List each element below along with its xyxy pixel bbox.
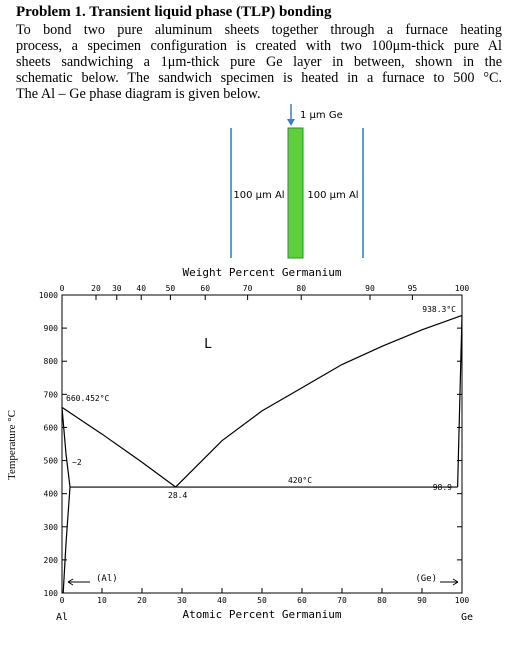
x-axis-label: Atomic Percent Germanium [183, 608, 342, 621]
x-tick-label: 50 [257, 596, 267, 605]
phase-boundary [175, 314, 463, 488]
y-tick-label: 700 [44, 390, 59, 399]
arrow-head [287, 119, 295, 126]
x2-tick-label: 95 [408, 284, 418, 293]
annotation: 98.9 [433, 483, 452, 492]
text-line: The Al – Ge phase diagram is given below… [16, 86, 261, 102]
arrow [440, 578, 459, 586]
y-tick-label: 1000 [39, 291, 58, 300]
y-tick-label: 200 [44, 556, 59, 565]
x-tick-label: 100 [455, 596, 470, 605]
x-tick-label: 20 [137, 596, 147, 605]
annotation: 938.3°C [422, 305, 456, 314]
text-line: sheets sandwiching a 1μm-thick pure Ge l… [16, 54, 502, 70]
x2-tick-label: 70 [243, 284, 253, 293]
text-line: process, a specimen configuration is cre… [16, 38, 502, 54]
annotation: 28.4 [168, 491, 187, 500]
ge-layer [287, 127, 304, 259]
x-tick-label: 0 [60, 596, 65, 605]
x-tick-label: 10 [97, 596, 107, 605]
x-tick-label: 90 [417, 596, 427, 605]
x2-tick-label: 50 [166, 284, 176, 293]
x2-tick-label: 90 [365, 284, 375, 293]
x2-tick-label: 80 [296, 284, 306, 293]
x-tick-label: 80 [377, 596, 387, 605]
x2-tick-label: 20 [91, 284, 101, 293]
y-tick-label: 100 [44, 589, 59, 598]
y-tick-label: 600 [44, 423, 59, 432]
x-end-label: Al [56, 612, 68, 623]
phase-boundary [61, 407, 71, 488]
x-end-label: Ge [461, 612, 473, 623]
ge-label: 1 µm Ge [300, 110, 343, 121]
annotation: 660.452°C [66, 394, 110, 403]
annotation: L [204, 337, 212, 352]
problem-body: To bond two pure aluminum sheets togethe… [16, 22, 502, 102]
phase-boundary [61, 406, 176, 488]
text-line: schematic below. The sandwich specimen i… [16, 70, 502, 86]
y-tick-label: 800 [44, 357, 59, 366]
plot-frame [61, 294, 463, 594]
problem-title: Problem 1. Transient liquid phase (TLP) … [16, 4, 332, 20]
annotation: (Al) [96, 574, 118, 584]
x2-tick-label: 100 [455, 284, 470, 293]
phase-boundary [62, 487, 71, 594]
y-axis-label: Temperature °C [6, 410, 18, 480]
annotation: (Ge) [415, 574, 437, 584]
y-tick-label: 900 [44, 324, 59, 333]
al-label: 100 µm Al [233, 190, 284, 201]
x2-tick-label: 60 [200, 284, 210, 293]
x2-tick-label: 0 [60, 284, 65, 293]
annotation: 420°C [288, 476, 312, 485]
x2-tick-label: 40 [136, 284, 146, 293]
arrow [67, 578, 90, 586]
x-tick-label: 30 [177, 596, 187, 605]
y-tick-label: 500 [44, 457, 59, 466]
y-tick-label: 300 [44, 523, 59, 532]
x-tick-label: 70 [337, 596, 347, 605]
al-label: 100 µm Al [307, 190, 358, 201]
x-tick-label: 40 [217, 596, 227, 605]
x-tick-label: 60 [297, 596, 307, 605]
text-line: To bond two pure aluminum sheets togethe… [16, 22, 502, 38]
x2-tick-label: 30 [112, 284, 122, 293]
phase-boundary [457, 315, 463, 488]
annotation: ~2 [72, 458, 82, 467]
chart-title: Weight Percent Germanium [183, 266, 342, 279]
y-tick-label: 400 [44, 490, 59, 499]
